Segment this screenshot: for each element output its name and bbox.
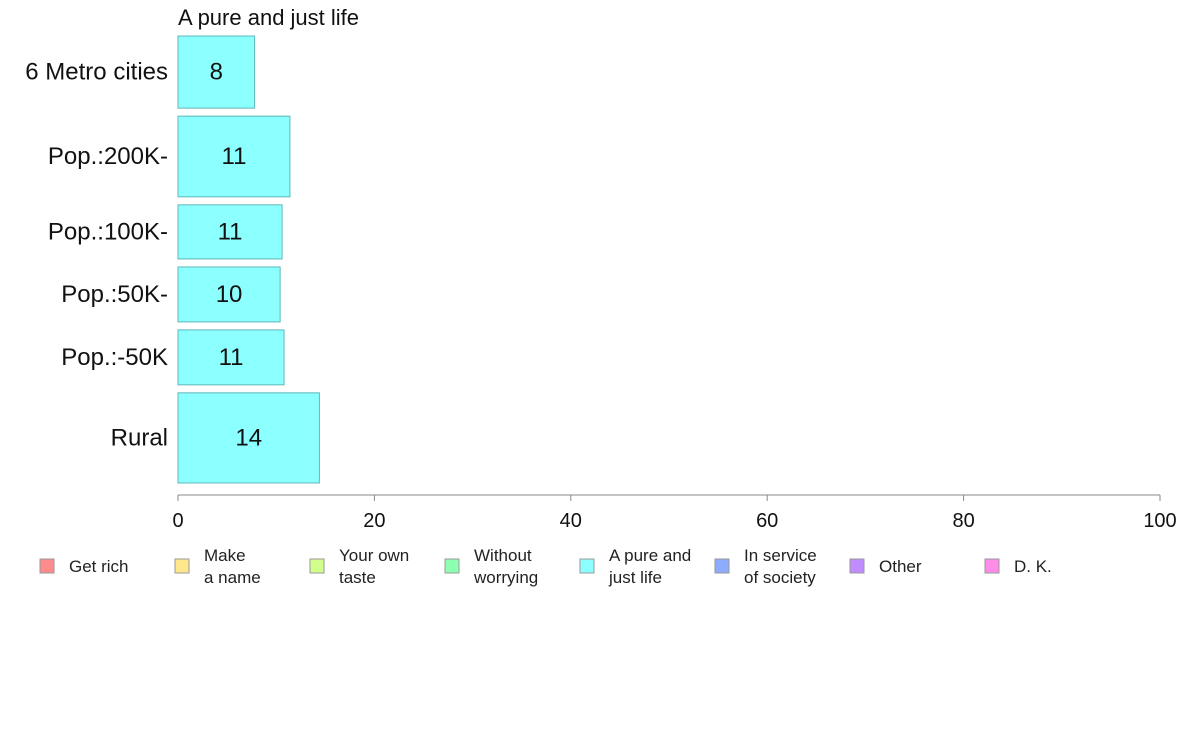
category-label: Pop.:100K- [48,218,168,245]
value-label: 8 [210,59,223,86]
bar [177,392,320,484]
category-label: Pop.:50K- [61,281,168,308]
x-tick-label: 60 [756,510,778,532]
bars-group: 6 Metro cities 8 Pop.:200K- 11 Pop.:100K- 11 P… [25,35,320,484]
chart-title: A pure and just life [178,5,359,30]
value-label: 11 [219,344,244,371]
legend-swatch [39,558,55,574]
x-tick-label: 20 [363,510,385,532]
legend-label: Make a name [204,546,261,587]
bar [177,266,281,323]
bar [177,329,285,386]
legend-swatch [714,558,730,574]
category-label: Pop.:-50K [61,344,168,371]
legend-swatch [984,558,1000,574]
x-tick-label: 0 [172,510,183,532]
x-tick-label: 80 [952,510,974,532]
legend-swatch [444,558,460,574]
bar [177,115,291,198]
x-tick-label: 40 [560,510,582,532]
x-axis: 0 20 40 60 80 100 [172,494,1177,532]
legend-swatch [849,558,865,574]
legend-swatch [174,558,190,574]
bar [177,35,256,109]
legend-swatch [309,558,325,574]
category-label: Pop.:200K- [48,143,168,170]
category-label: 6 Metro cities [25,59,168,86]
bar [177,204,283,260]
legend-swatch [579,558,595,574]
value-label: 11 [222,143,247,170]
value-label: 11 [218,218,243,245]
value-label: 14 [235,424,262,451]
legend-label: Without worrying [473,546,538,587]
legend-label: D. K. [1014,557,1052,576]
legend-label: Your own taste [339,546,409,587]
value-label: 10 [216,281,243,308]
legend-label: Get rich [69,557,129,576]
legend: Get rich Make a name Your own taste Without wo… [39,546,1052,587]
legend-label: In service of society [744,546,817,587]
category-label: Rural [111,424,168,451]
legend-label: A pure and just life [608,546,691,587]
x-tick-label: 100 [1143,510,1176,532]
legend-label: Other [879,557,922,576]
